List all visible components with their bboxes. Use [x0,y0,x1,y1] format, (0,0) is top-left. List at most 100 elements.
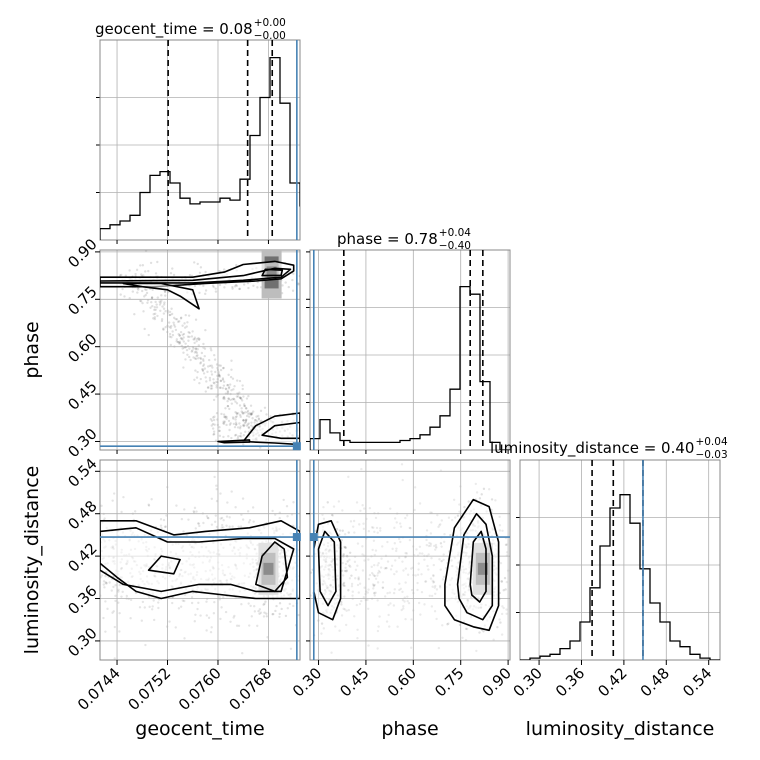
histogram-luminosity_distance [520,494,720,660]
sample-point [342,607,345,611]
sample-point [219,379,223,382]
sample-point [373,574,376,578]
x-tick-label-geocent_time: 0.0760 [175,664,225,714]
sample-point [407,601,411,605]
sample-point [362,554,366,557]
sample-point [250,615,253,618]
sample-point [249,604,252,608]
sample-point [119,293,122,296]
sample-point [214,287,217,290]
sample-point [164,294,167,297]
sample-point [168,325,171,329]
sample-point [347,608,351,612]
sample-point [210,384,214,388]
sample-point [439,523,442,526]
sample-point [218,364,221,367]
sample-point [447,622,450,625]
sample-point [222,380,226,383]
sample-point [215,484,218,487]
sample-point [297,283,300,286]
sample-point [177,607,181,610]
sample-point [121,287,124,291]
sample-point [159,524,163,527]
sample-point [225,524,228,527]
sample-point [204,328,207,332]
sample-point [235,402,239,405]
sample-point [164,310,167,313]
sample-point [282,498,285,502]
sample-point [154,308,157,312]
sample-point [358,582,362,585]
sample-point [249,413,253,416]
sample-point [226,501,229,504]
sample-point [208,376,212,380]
sample-point [154,272,158,275]
sample-point [154,312,157,316]
sample-point [232,422,236,426]
sample-point [168,335,171,338]
sample-point [201,358,205,361]
sample-point [259,611,263,614]
sample-point [193,351,197,354]
sample-point [288,602,292,606]
title-upper-error: +0.04 [695,436,727,448]
sample-point [170,312,174,316]
sample-point [113,625,117,629]
sample-point [441,578,445,581]
sample-point [404,551,407,555]
sample-point [418,545,422,548]
sample-point [144,643,147,647]
sample-point [440,519,443,522]
sample-point [210,370,213,373]
sample-point [162,312,166,315]
sample-point [334,625,337,628]
sample-point [234,418,237,421]
sample-point [421,552,424,555]
sample-point [388,625,391,628]
sample-point [341,561,344,565]
sample-point [231,377,235,380]
sample-point [254,418,257,422]
sample-point [343,545,346,549]
sample-point [163,525,167,529]
sample-point [222,422,225,425]
sample-point [147,333,150,337]
sample-point [160,317,164,321]
sample-point [178,320,181,323]
sample-point [356,628,359,631]
sample-point [129,598,133,602]
sample-point [228,428,231,432]
contour-inner [147,555,181,575]
sample-point [355,603,359,607]
sample-point [193,336,197,339]
sample-point [250,421,253,424]
sample-point [229,398,232,402]
sample-point [153,305,157,309]
sample-point [215,488,218,491]
sample-point [458,510,461,513]
sample-point [383,567,387,570]
sample-point [435,617,438,621]
sample-point [181,333,184,336]
sample-point [340,603,343,606]
sample-point [373,583,376,587]
sample-point [388,591,392,594]
sample-point [292,272,295,275]
sample-point [443,532,446,536]
sample-point [332,505,336,508]
sample-point [410,618,413,621]
sample-point [238,434,242,438]
sample-point [235,412,239,416]
sample-point [165,625,169,628]
sample-point [199,361,203,364]
sample-point [219,492,222,495]
sample-point [500,580,503,583]
sample-point [242,412,245,415]
sample-point [213,423,216,426]
sample-point [433,586,436,589]
sample-point [291,278,294,282]
sample-point [112,492,116,495]
y-tick-label-phase: 0.45 [64,377,100,413]
sample-point [242,395,245,398]
sample-point [238,404,242,407]
